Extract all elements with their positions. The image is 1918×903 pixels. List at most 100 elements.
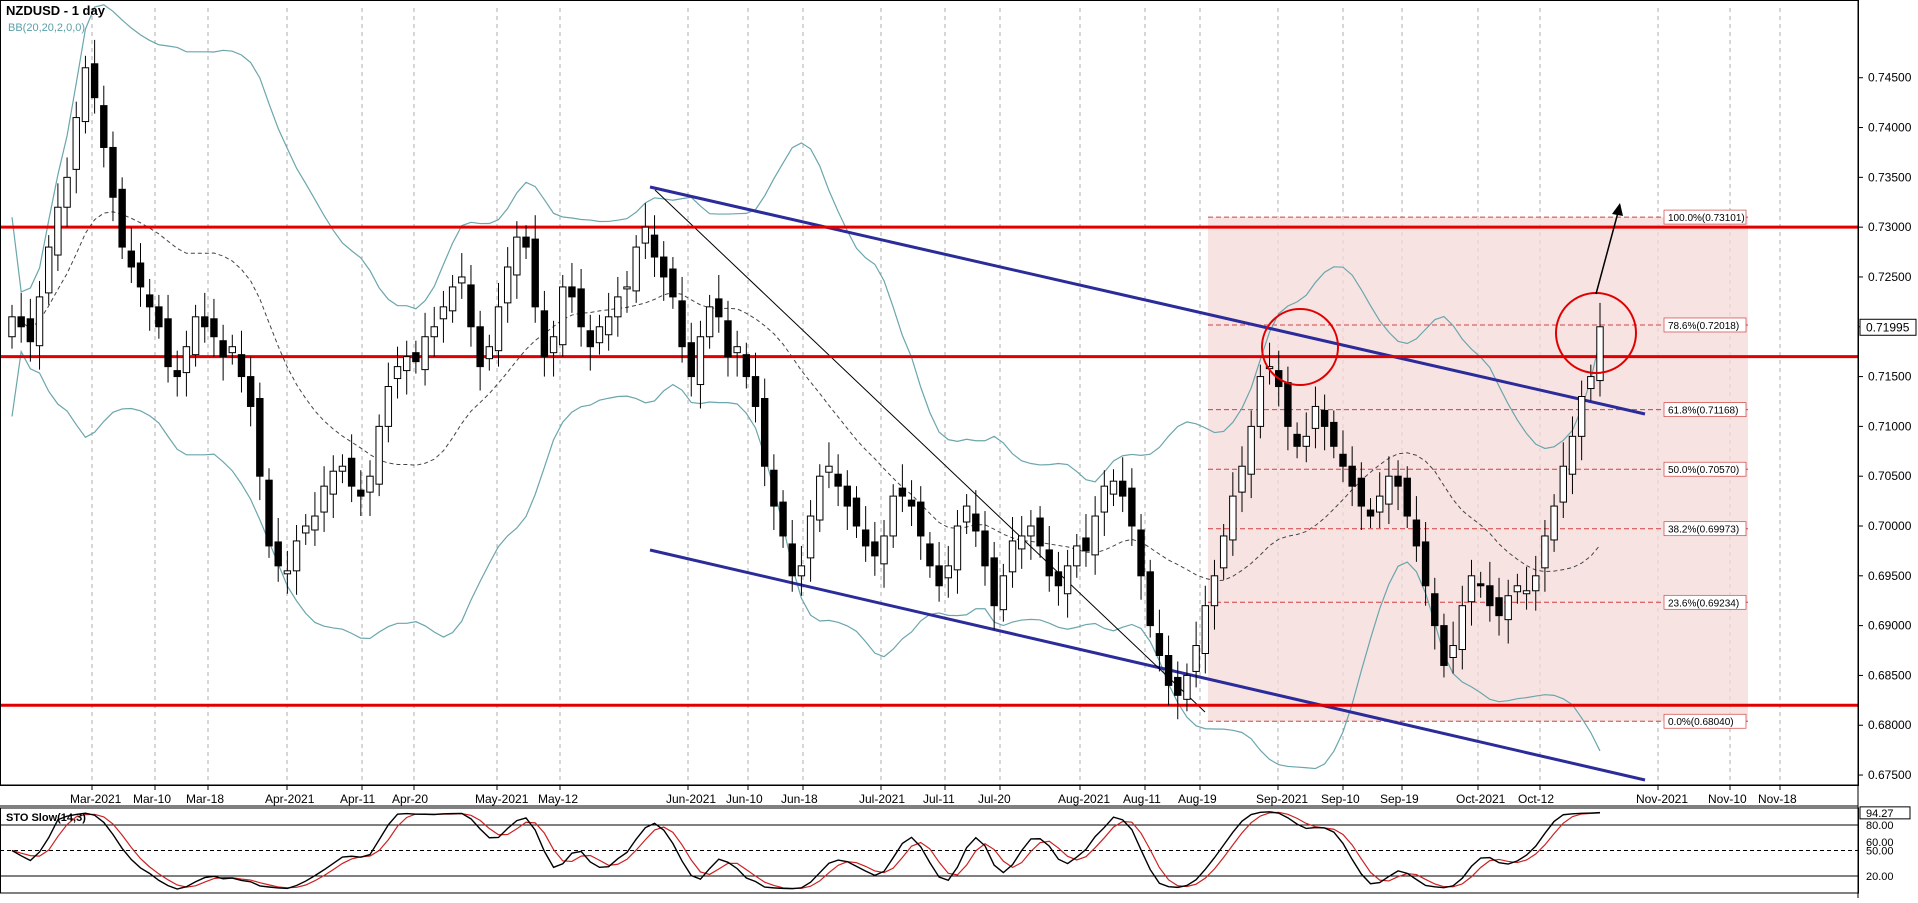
candle-up [1577, 396, 1586, 437]
trend-channel [649, 185, 1646, 782]
candle-up [421, 336, 429, 371]
candle-down [256, 397, 264, 477]
candle-down [210, 318, 218, 338]
candle-down [357, 489, 365, 497]
candle-up [1596, 326, 1604, 382]
candle-down [972, 513, 980, 532]
candle-down [586, 330, 594, 348]
candle-down [1036, 517, 1044, 547]
highlight-circle-1 [1261, 308, 1339, 386]
candle-up [944, 565, 952, 579]
candle-down [1403, 477, 1411, 517]
candle-up [1247, 425, 1255, 475]
candle-down [760, 397, 769, 467]
candle-up [1504, 595, 1512, 621]
candle-down [852, 497, 861, 527]
candle-down [136, 262, 145, 288]
fibonacci-label: 100.0%(0.73101) [1668, 213, 1745, 224]
x-tick-label: Jun-18 [781, 792, 818, 806]
candles [8, 39, 1604, 720]
candle-down [17, 316, 25, 328]
fibonacci-label-box [1663, 594, 1747, 610]
candle-down [834, 473, 842, 487]
fibonacci-label: 38.2%(0.69973) [1668, 525, 1739, 536]
bollinger-upper [11, 4, 1601, 483]
candle-down [219, 340, 227, 358]
sto-label-box [1859, 806, 1911, 820]
candle-up [1458, 605, 1467, 651]
candle-up [880, 535, 888, 565]
candle-up [999, 575, 1008, 611]
y-tick-label: 0.70500 [1868, 469, 1912, 483]
candle-up [1192, 645, 1200, 672]
candle-down [1330, 421, 1338, 447]
candle-up [1375, 495, 1384, 513]
candle-up [320, 485, 328, 513]
horizontal-levels [0, 225, 1858, 707]
candle-down [715, 298, 723, 318]
candle-up [1073, 545, 1081, 567]
fibonacci-label: 0.0%(0.68040) [1668, 717, 1734, 728]
candle-up [1550, 505, 1558, 541]
fibonacci-label: 61.8%(0.71168) [1668, 406, 1738, 417]
candle-up [503, 266, 512, 304]
candle-down [871, 541, 879, 557]
candle-up [384, 386, 393, 427]
candle-down [990, 557, 998, 607]
channel-upper-line [649, 185, 1646, 416]
candle-up [696, 336, 705, 386]
fibonacci-label-box [1663, 209, 1747, 225]
candle-up [1256, 376, 1265, 427]
candle-up [595, 326, 604, 344]
candle-down [173, 370, 181, 378]
y-tick-label: 0.71500 [1868, 370, 1912, 384]
candle-up [806, 515, 815, 559]
candle-down [577, 288, 585, 328]
candle-down [1293, 433, 1301, 447]
candle-up [962, 505, 971, 523]
candle-down [1164, 655, 1173, 686]
candle-down [788, 543, 796, 577]
x-tick-label: Jul-2021 [859, 792, 905, 806]
candle-down [1412, 519, 1421, 547]
candle-down [90, 63, 99, 99]
x-tick-label: Apr-2021 [265, 792, 315, 806]
x-tick-label: Sep-19 [1380, 792, 1419, 806]
candle-down [522, 236, 530, 248]
candle-down [779, 501, 787, 537]
y-tick-label: 0.70000 [1868, 519, 1912, 533]
candle-down [1045, 549, 1053, 577]
candle-up [1513, 585, 1522, 593]
candle-up [1210, 575, 1219, 607]
sto-axis-label: 94.27 [1866, 808, 1894, 820]
candle-down [1054, 571, 1063, 587]
candle-down [898, 487, 907, 497]
fibonacci-label-box [1663, 713, 1747, 729]
sto-axis-label: 80.00 [1866, 820, 1894, 832]
indicator-label: BB(20,20,2,0,0) [8, 22, 86, 34]
y-tick-label: 0.71000 [1868, 419, 1912, 433]
candle-down [1357, 477, 1366, 507]
candle-up [393, 366, 402, 380]
candle-down [1128, 487, 1136, 527]
candle-up [302, 525, 310, 534]
candle-up [45, 246, 53, 294]
candle-up [1219, 535, 1228, 569]
candle-up [1568, 435, 1577, 475]
candle-up [733, 346, 741, 354]
candle-down [1082, 537, 1090, 552]
x-tick-label: Sep-10 [1321, 792, 1360, 806]
candle-up [329, 470, 337, 495]
candle-up [458, 276, 466, 284]
candle-up [1302, 435, 1310, 447]
candle-down [770, 469, 778, 507]
thin-trend-line [654, 189, 1206, 713]
fibonacci-label: 50.0%(0.70570) [1668, 465, 1739, 476]
candle-up [1100, 485, 1109, 513]
candle-down [531, 238, 539, 308]
channel-lower-line [649, 548, 1646, 782]
candle-down [1174, 676, 1182, 696]
candle-up [403, 356, 411, 372]
candle-up [366, 475, 374, 493]
